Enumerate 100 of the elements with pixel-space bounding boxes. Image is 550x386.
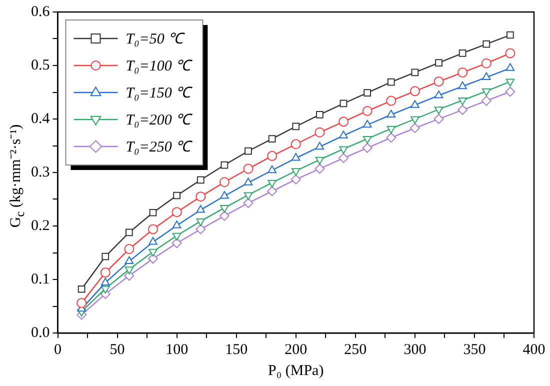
point	[220, 191, 229, 199]
point	[362, 136, 372, 144]
point	[314, 164, 325, 174]
x-tick-label: 350	[463, 342, 486, 358]
point	[458, 104, 468, 115]
point	[219, 210, 230, 221]
point	[338, 153, 348, 164]
y-tick-label: 0.4	[31, 110, 50, 127]
point	[505, 86, 516, 97]
point	[362, 120, 372, 128]
point	[506, 63, 515, 71]
legend-label: T₀=250 ℃	[126, 139, 194, 156]
point	[338, 116, 348, 127]
point	[124, 266, 134, 274]
point	[78, 285, 86, 293]
point	[220, 161, 228, 169]
point	[172, 238, 182, 248]
point	[386, 126, 396, 134]
point	[290, 174, 301, 184]
point	[220, 205, 229, 213]
point	[172, 232, 182, 241]
point	[244, 147, 252, 155]
point	[268, 135, 276, 142]
y-tick-label: 0.5	[31, 57, 50, 74]
point	[100, 286, 110, 294]
point	[362, 106, 372, 116]
point	[482, 72, 491, 80]
x-tick-label: 200	[284, 342, 308, 358]
point	[267, 150, 278, 161]
point	[172, 207, 182, 218]
point	[148, 224, 158, 234]
point	[148, 237, 158, 245]
point	[315, 156, 324, 165]
y-tick-label: 0.3	[31, 164, 50, 180]
point	[435, 59, 442, 67]
point	[481, 58, 492, 68]
point	[458, 67, 468, 78]
point	[411, 68, 419, 76]
x-tick-label: 300	[404, 342, 426, 358]
x-tick-label: 0	[54, 342, 62, 358]
point	[482, 40, 490, 48]
point	[243, 164, 254, 174]
point	[434, 90, 444, 98]
point	[434, 114, 444, 124]
point	[386, 110, 396, 118]
point	[148, 254, 158, 264]
legend-label: T₀=50 ℃	[126, 31, 186, 48]
point	[196, 224, 206, 234]
point	[506, 31, 514, 39]
point	[149, 208, 157, 216]
point	[410, 123, 420, 134]
point	[290, 139, 301, 150]
point	[434, 76, 444, 87]
point	[196, 192, 206, 202]
point	[505, 48, 516, 58]
legend-label: T₀=200 ℃	[126, 112, 194, 128]
point	[339, 146, 348, 154]
point	[124, 256, 134, 264]
point	[339, 130, 348, 138]
x-tick-label: 250	[344, 342, 367, 358]
x-axis-title: P₀ (MPa)	[268, 362, 324, 379]
y-tick-label: 0.2	[31, 218, 50, 234]
x-tick-label: 50	[110, 342, 125, 358]
point	[362, 142, 372, 153]
point	[172, 220, 182, 228]
point	[100, 268, 110, 278]
point	[126, 228, 133, 236]
point	[481, 96, 492, 106]
x-tick-label: 150	[225, 342, 248, 358]
point	[268, 165, 276, 174]
point	[244, 192, 253, 200]
point	[410, 100, 420, 108]
point	[316, 111, 324, 118]
point	[314, 127, 325, 138]
point	[315, 142, 324, 150]
point	[76, 298, 87, 308]
point	[267, 186, 278, 196]
point	[387, 78, 395, 86]
text: 0.0	[31, 324, 50, 341]
point	[410, 86, 420, 96]
point	[458, 50, 466, 57]
point	[482, 88, 491, 96]
point	[458, 98, 467, 106]
point	[148, 248, 158, 257]
point	[340, 100, 348, 108]
x-tick-label: 400	[522, 342, 546, 358]
point	[506, 78, 515, 87]
point	[364, 89, 371, 96]
point	[386, 132, 396, 143]
point	[410, 116, 420, 124]
point	[243, 198, 254, 208]
point	[292, 122, 300, 130]
point	[244, 178, 253, 186]
point	[196, 204, 206, 213]
point	[386, 96, 396, 106]
point	[196, 176, 204, 184]
point	[196, 218, 206, 226]
point	[291, 168, 300, 176]
point	[291, 153, 300, 161]
point	[173, 192, 180, 200]
